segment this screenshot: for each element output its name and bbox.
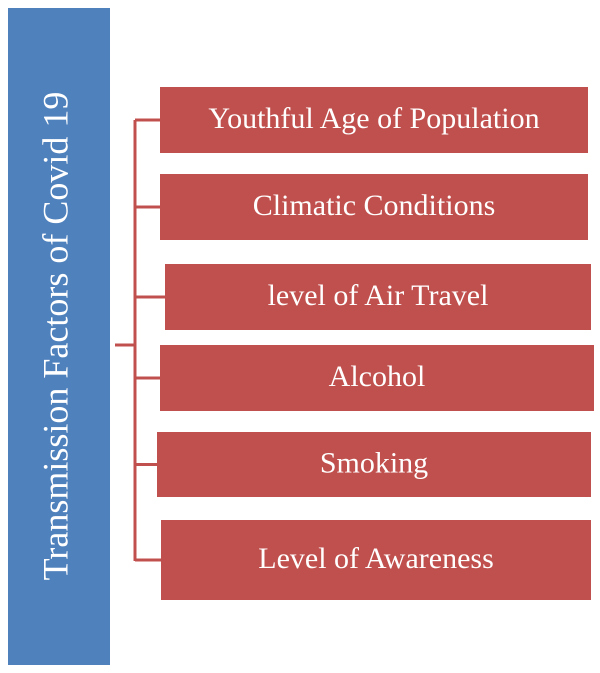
factor-box (160, 87, 588, 153)
factor-box (161, 520, 591, 600)
factor-label: Level of Awareness (258, 542, 494, 575)
factor-label: Alcohol (329, 360, 426, 393)
factor-label: Youthful Age of Population (208, 102, 539, 135)
factor-label: level of Air Travel (268, 279, 489, 312)
bracket (115, 118, 165, 562)
factor-box (160, 345, 594, 411)
factor-list: Youthful Age of Population Climatic Condi… (157, 87, 594, 600)
title: Transmission Factors of Covid 19 (35, 92, 75, 581)
factor-label: Climatic Conditions (253, 189, 496, 222)
factor-box (165, 264, 591, 330)
factor-box (160, 174, 588, 240)
title-panel (8, 8, 110, 665)
factor-box (157, 432, 591, 497)
factor-label: Smoking (320, 446, 428, 479)
